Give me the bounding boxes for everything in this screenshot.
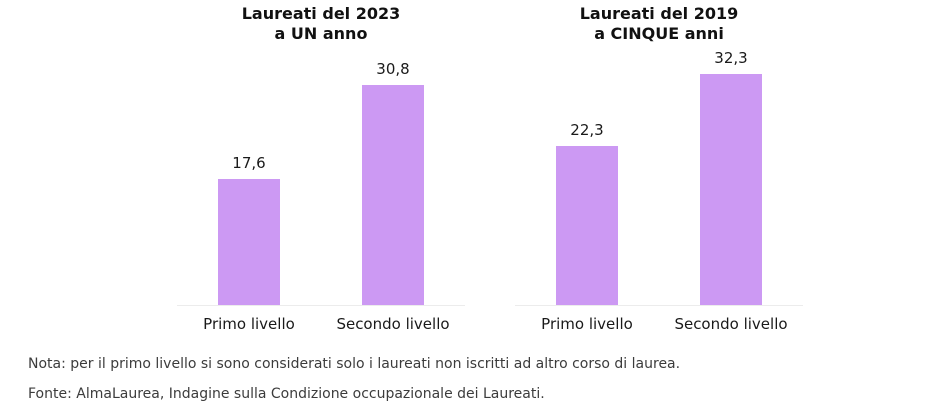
x-axis-label-secondo-livello: Secondo livello: [336, 315, 450, 333]
bar-group-primo-livello: 22,3: [515, 121, 659, 305]
footnotes: Nota: per il primo livello si sono consi…: [0, 349, 933, 409]
bar-group-primo-livello: 17,6: [177, 154, 321, 305]
x-axis-label-primo-livello: Primo livello: [203, 315, 295, 333]
chart-laureati-2019: Laureati del 2019 a CINQUE anni 22,3 32,…: [515, 4, 803, 333]
chart-title-line1: Laureati del 2019: [579, 4, 739, 23]
chart-title: Laureati del 2023 a UN anno: [177, 4, 465, 48]
chart-title-line1: Laureati del 2023: [241, 4, 401, 23]
source-text: Fonte: AlmaLaurea, Indagine sulla Condiz…: [28, 386, 545, 402]
value-label: 32,3: [714, 49, 748, 68]
bar-group-secondo-livello: 32,3: [659, 49, 803, 305]
plot-area: 22,3 32,3: [515, 48, 803, 306]
charts-row: Laureati del 2023 a UN anno 17,6 30,8 Pr…: [0, 4, 933, 333]
chart-title-line2: a UN anno: [274, 24, 368, 43]
x-axis-label-primo-livello: Primo livello: [541, 315, 633, 333]
bar-secondo-livello: [362, 85, 424, 305]
note-text: Nota: per il primo livello si sono consi…: [28, 356, 681, 372]
x-axis-labels: Primo livello Secondo livello: [177, 315, 465, 333]
value-label: 30,8: [376, 60, 410, 79]
chart-title-line2: a CINQUE anni: [594, 24, 724, 43]
value-label: 22,3: [570, 120, 604, 139]
chart-title: Laureati del 2019 a CINQUE anni: [515, 4, 803, 48]
chart-laureati-2023: Laureati del 2023 a UN anno 17,6 30,8 Pr…: [177, 4, 465, 333]
bar-primo-livello: [218, 179, 280, 305]
x-axis-label-secondo-livello: Secondo livello: [674, 315, 788, 333]
x-axis-labels: Primo livello Secondo livello: [515, 315, 803, 333]
bar-secondo-livello: [700, 74, 762, 305]
bar-group-secondo-livello: 30,8: [321, 60, 465, 305]
value-label: 17,6: [232, 154, 266, 173]
bar-primo-livello: [556, 145, 618, 305]
plot-area: 17,6 30,8: [177, 48, 465, 306]
